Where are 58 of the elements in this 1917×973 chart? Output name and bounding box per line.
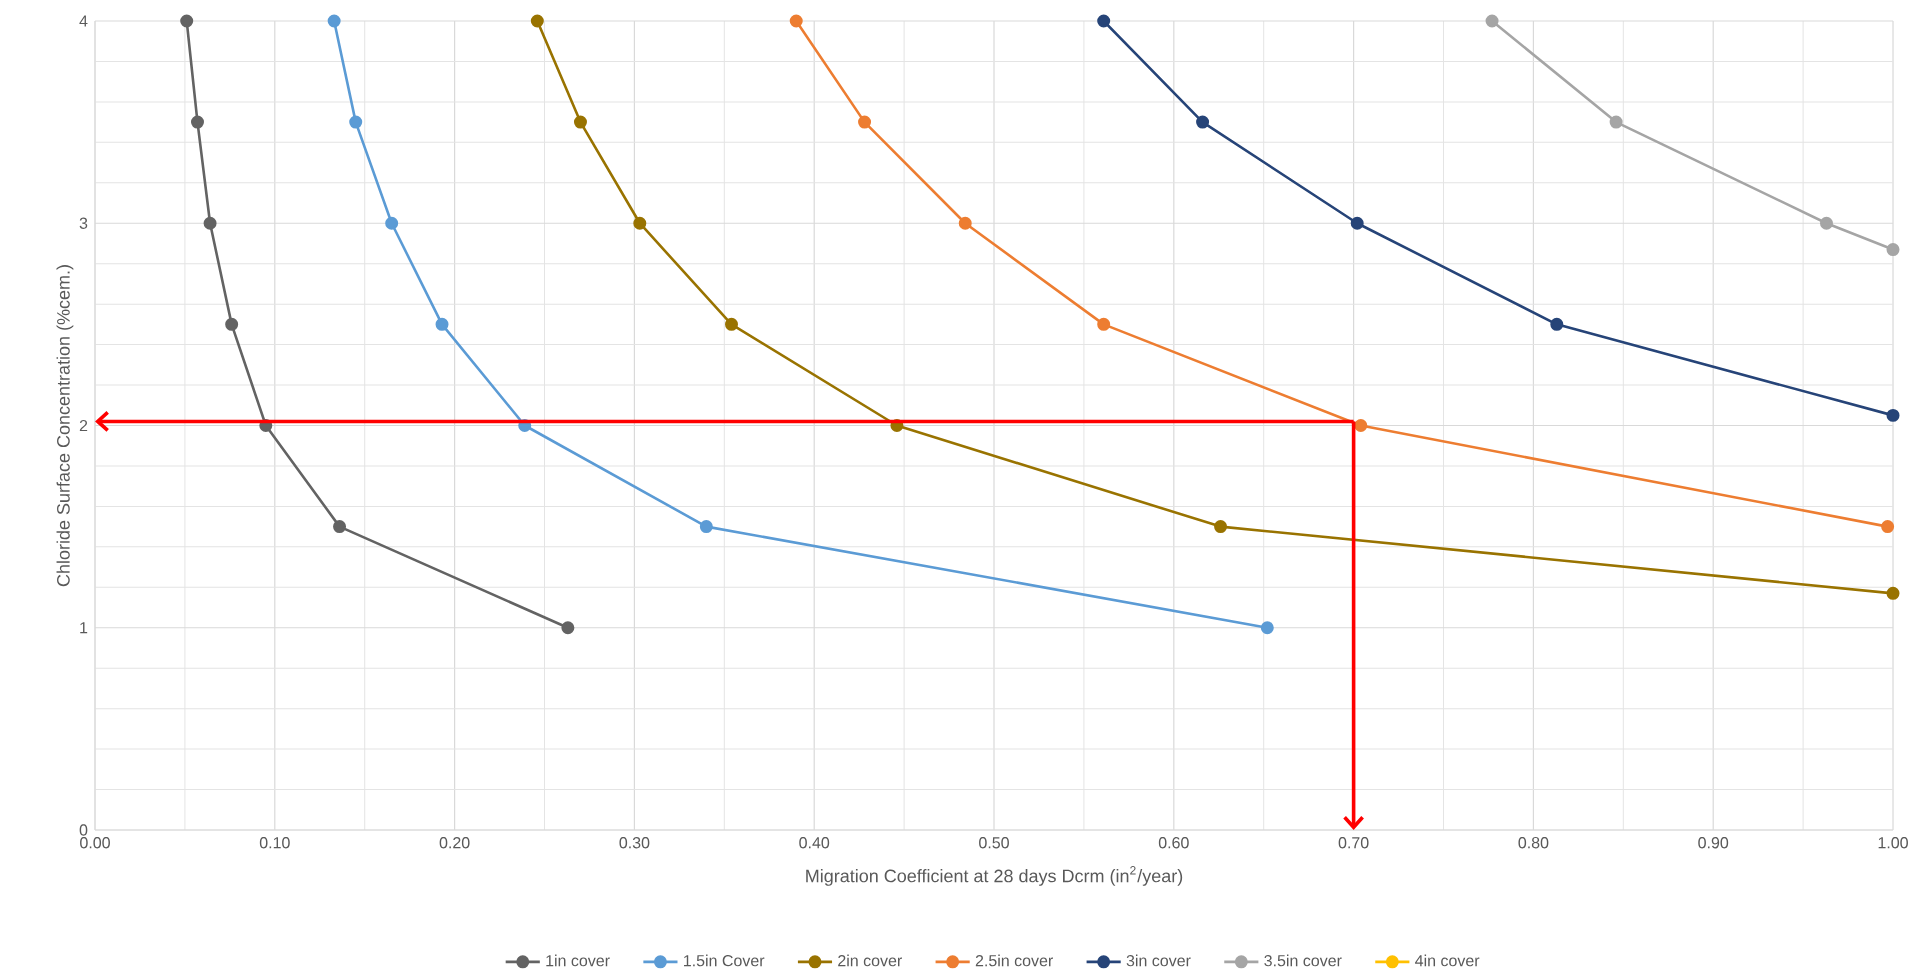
point bbox=[1886, 408, 1900, 422]
point bbox=[573, 115, 587, 129]
y-tick-label: 2 bbox=[79, 419, 88, 432]
point bbox=[1354, 418, 1368, 432]
point bbox=[225, 317, 239, 331]
y-tick-label: 0 bbox=[79, 824, 88, 836]
x-tick-label: 0.30 bbox=[619, 837, 650, 849]
point bbox=[1097, 14, 1111, 28]
y-tick-label: 3 bbox=[79, 217, 88, 229]
point bbox=[633, 216, 647, 230]
x-tick-label: 0.20 bbox=[439, 837, 470, 849]
point bbox=[958, 216, 972, 230]
point bbox=[1609, 115, 1623, 129]
point bbox=[1214, 520, 1228, 534]
y-tick-label: 4 bbox=[79, 15, 88, 27]
point bbox=[180, 14, 194, 28]
point bbox=[858, 115, 872, 129]
x-tick-label: 0.90 bbox=[1698, 837, 1729, 849]
point bbox=[1886, 586, 1900, 600]
point bbox=[349, 115, 363, 129]
point bbox=[789, 14, 803, 28]
legend-label: 3in cover bbox=[1126, 954, 1191, 967]
point bbox=[699, 520, 713, 534]
point bbox=[435, 317, 449, 331]
legend-label: 4in cover bbox=[1415, 954, 1480, 967]
x-tick-label: 0.70 bbox=[1338, 837, 1369, 849]
x-tick-label: 0.10 bbox=[259, 837, 290, 849]
legend-label: 1in cover bbox=[546, 954, 610, 967]
x-axis-title: Migration Coefficient at 28 days Dcrm (in$^{2}$/year) bbox=[806, 866, 1183, 886]
point bbox=[203, 216, 217, 230]
point bbox=[1196, 115, 1210, 129]
point bbox=[561, 621, 575, 635]
point bbox=[327, 14, 341, 28]
point bbox=[1886, 243, 1900, 257]
x-tick-label: 0.00 bbox=[80, 837, 110, 849]
point bbox=[191, 115, 204, 129]
point bbox=[1881, 520, 1895, 534]
y-tick-label: 1 bbox=[80, 622, 88, 634]
point bbox=[1350, 216, 1364, 230]
x-tick-label: 0.40 bbox=[799, 837, 830, 849]
point bbox=[385, 216, 399, 230]
legend-label: 2in cover bbox=[838, 954, 902, 967]
point bbox=[1485, 14, 1499, 28]
legend-label: 3.5in cover bbox=[1264, 954, 1342, 967]
point bbox=[333, 520, 347, 534]
point bbox=[1097, 317, 1111, 331]
x-tick-label: 1.00 bbox=[1878, 837, 1908, 849]
point bbox=[1550, 317, 1564, 331]
x-tick-label: 0.60 bbox=[1158, 837, 1189, 849]
legend-label: 1.5in Cover bbox=[684, 954, 765, 967]
point bbox=[1819, 216, 1833, 230]
y-axis-title: Chloride Surface Concentration (%cem.) bbox=[56, 265, 74, 587]
point bbox=[725, 317, 738, 331]
point bbox=[530, 14, 544, 28]
x-tick-label: 0.50 bbox=[979, 837, 1009, 849]
x-tick-label: 0.80 bbox=[1518, 837, 1549, 849]
legend-label: 2.5in cover bbox=[975, 954, 1053, 967]
point bbox=[1260, 621, 1274, 635]
